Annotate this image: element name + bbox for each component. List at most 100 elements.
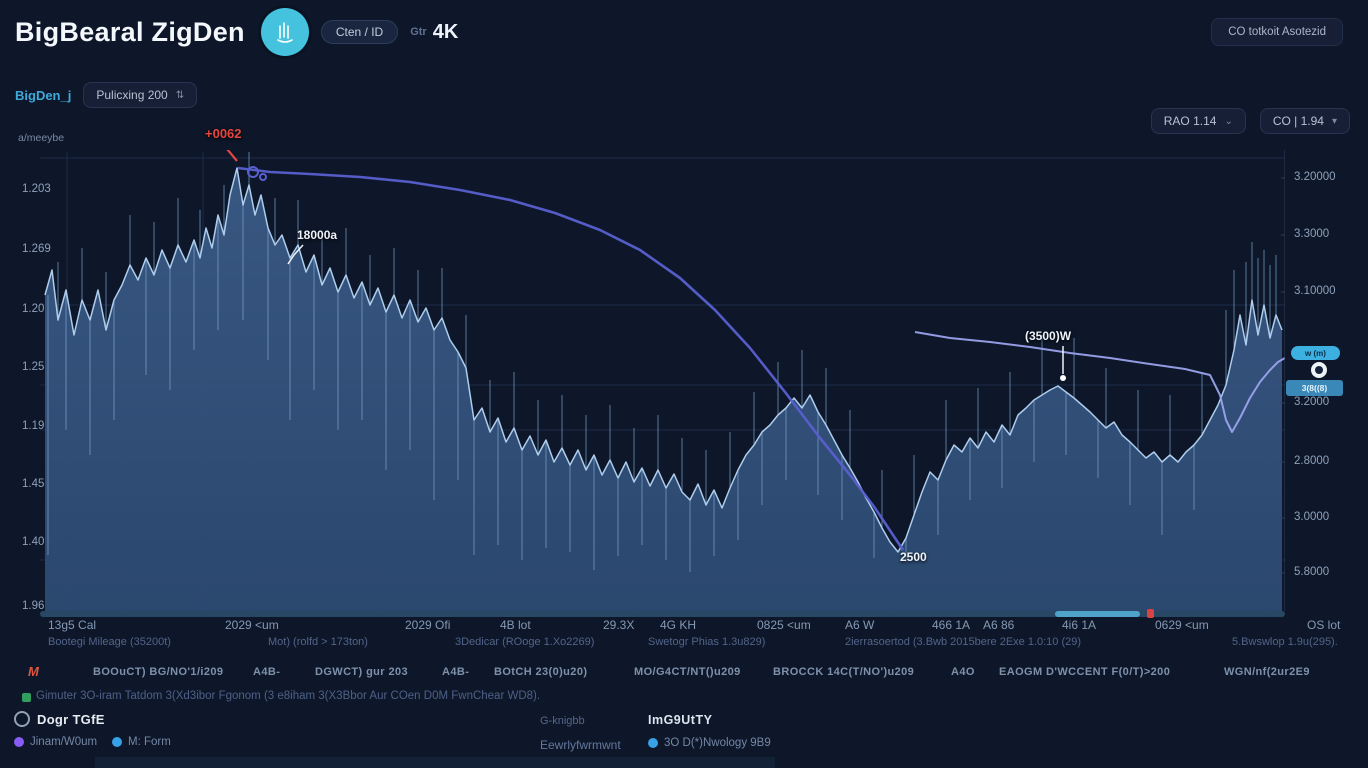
legend-item-3[interactable]: 3O D(*)Nwology 9B9 — [648, 737, 771, 749]
y-axis-right-label: 3.2000 — [1294, 396, 1330, 408]
y-axis-right-label: 3.3000 — [1294, 228, 1330, 240]
x-axis-label: 4G KH — [660, 618, 697, 632]
interval-dropdown[interactable]: Pulicxing 200 ⇅ — [83, 82, 198, 108]
x-axis-sublabel: 2ierrasoertod (3.Bwb 2015bere 2Exe 1.0:1… — [845, 636, 1082, 648]
y-axis-right-label: 3.10000 — [1294, 285, 1336, 297]
x-axis-label: 4i6 1A — [1062, 618, 1097, 632]
ratio-dropdown[interactable]: RAO 1.14 ⌄ — [1150, 108, 1246, 134]
y-axis-left-label: 1.40 — [22, 536, 45, 548]
resolution: Gtr 4K — [410, 21, 458, 44]
co-dropdown[interactable]: CO | 1.94 ▾ — [1259, 108, 1350, 134]
sort-caret-icon: ⇅ — [175, 89, 185, 101]
x-axis-sublabel: Bootegi Mileage (35200t) — [48, 636, 171, 648]
y-axis-left-label: 1.203 — [22, 183, 51, 195]
x-axis-label: 2029 Ofi — [405, 618, 451, 632]
x-axis-label: 4B lot — [500, 618, 531, 632]
y-axis-right-label: 2.8000 — [1294, 455, 1330, 467]
chart-corner-label: a/meeybe — [18, 132, 65, 144]
x-axis-label: 466 1A — [932, 618, 971, 632]
legend-dot-purple — [14, 737, 24, 747]
footer-col3-title: ImG9UtTY — [648, 713, 713, 727]
x-axis-label: 13g5 Cal — [48, 618, 97, 632]
y-axis-left-label: 1.269 — [22, 243, 51, 255]
toolbar-item[interactable]: DGWCT) gur 203 — [315, 666, 408, 678]
chevron-down-icon: ⌄ — [1224, 115, 1233, 127]
alert-icon: M — [28, 664, 39, 679]
price-badge-1: w (m) — [1291, 346, 1340, 360]
bottom-band — [95, 757, 775, 768]
ma-knot — [259, 173, 267, 181]
footer-col2-line2: Eewrlyfwrmwnt — [540, 738, 621, 752]
x-axis-label: OS lot — [1307, 618, 1341, 632]
ma-line-1 — [237, 166, 905, 551]
x-axis-sublabel: 5.Bwswlop 1.9u(295). — [1232, 636, 1338, 648]
legend-dot-blue — [112, 737, 122, 747]
y-axis-right-label: 3.20000 — [1294, 171, 1336, 183]
app-title: BigBearal ZigDen — [15, 16, 245, 47]
toolbar-item[interactable]: EAOGM D'WCCENT F(0/T)>200 — [999, 666, 1171, 678]
toolbar-item[interactable]: A4O — [951, 666, 975, 678]
footer-col2-line1: G-knigbb — [540, 715, 585, 727]
y-axis-right-label: 3.0000 — [1294, 511, 1330, 523]
red-annotation-line — [226, 150, 238, 162]
logo-glyph-icon — [277, 22, 293, 43]
chart-caption: Gimuter 3O-iram Tatdom 3(Xd3ibor Fgonom … — [36, 690, 541, 702]
scrollbar-marker — [1147, 609, 1154, 618]
toolbar-item[interactable]: BOtCH 23(0)u20) — [494, 666, 588, 678]
x-axis-label: 0629 <um — [1155, 618, 1209, 632]
co-dropdown-label: CO | 1.94 — [1272, 114, 1324, 128]
x-axis-label: A6 W — [845, 618, 875, 632]
ma-knot — [247, 166, 259, 178]
annotation-pointer — [287, 244, 304, 265]
x-axis-label: 0825 <um — [757, 618, 811, 632]
legend-item-3-label: 3O D(*)Nwology 9B9 — [664, 737, 771, 749]
y-axis-right-label: 5.8000 — [1294, 566, 1330, 578]
ratio-dropdown-label: RAO 1.14 — [1163, 114, 1217, 128]
subheader: BigDen_j Pulicxing 200 ⇅ — [15, 82, 198, 108]
legend-dot-blue — [648, 738, 658, 748]
resolution-icon: Gtr — [410, 26, 427, 38]
annotation-label: (3500)W — [1025, 329, 1072, 343]
clock-circle-icon — [14, 711, 30, 727]
price-line — [44, 167, 1283, 553]
price-chart[interactable] — [40, 150, 1285, 618]
x-axis-sublabel: Mot) (rolfd > 173ton) — [268, 636, 368, 648]
toolbar-item[interactable]: BOOuCT) BG/NO'1/i209 — [93, 666, 224, 678]
header-action-button[interactable]: CO totkoit Asotezid — [1211, 18, 1343, 46]
x-axis-label: 2029 <um — [225, 618, 279, 632]
legend-item-1[interactable]: Jinam/W0um — [14, 736, 97, 748]
footer-col1-title: Dogr TGfE — [37, 711, 105, 727]
chevron-down-icon: ▾ — [1331, 115, 1337, 127]
annotation-red-label: +0062 — [205, 126, 242, 141]
annotation-label: 2500 — [900, 550, 927, 564]
y-axis-left-label: 1.19 — [22, 420, 45, 432]
chart-controls: RAO 1.14 ⌄ CO | 1.94 ▾ — [1150, 108, 1350, 134]
toolbar-item[interactable]: MO/G4CT/NT()u209 — [634, 666, 741, 678]
price-area — [45, 168, 1282, 611]
annotation-dot — [1060, 375, 1066, 381]
toolbar-item[interactable]: A4B- — [253, 666, 281, 678]
coin-id-pill[interactable]: Cten / ID — [320, 20, 399, 44]
footer-col1-header: Dogr TGfE — [14, 711, 105, 727]
y-axis-left-label: 1.96 — [22, 600, 45, 612]
visibility-eye-icon[interactable] — [1311, 362, 1327, 378]
toolbar-item[interactable]: BROCCK 14C(T/NO')u209 — [773, 666, 915, 678]
ma-line-2 — [914, 331, 1285, 433]
x-axis-label: 29.3X — [603, 618, 635, 632]
price-wicks — [47, 152, 1277, 572]
chart-scrollbar[interactable] — [40, 609, 1285, 618]
toolbar-item[interactable]: A4B- — [442, 666, 470, 678]
logo — [260, 8, 309, 56]
symbol-label[interactable]: BigDen_j — [15, 87, 72, 103]
x-axis-sublabel: 3Dedicar (ROoge 1.Xo2269) — [455, 636, 595, 648]
price-badge-2: 3(8((8) — [1286, 380, 1343, 396]
y-axis-left-label: 1.25 — [22, 361, 45, 373]
y-axis-left-label: 1.20 — [22, 303, 45, 315]
resolution-label: 4K — [432, 20, 459, 43]
toolbar-item[interactable]: WGN/nf(2ur2E9 — [1224, 666, 1310, 678]
legend-item-2[interactable]: M: Form — [112, 736, 171, 748]
annotation-label: 18000a — [297, 228, 338, 242]
header: BigBearal ZigDen Cten / ID Gtr 4K CO tot… — [0, 0, 1368, 64]
scrollbar-thumb[interactable] — [1055, 611, 1140, 617]
